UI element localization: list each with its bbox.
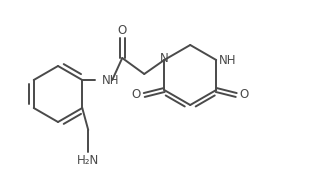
Text: NH: NH: [219, 54, 237, 66]
Text: O: O: [240, 89, 249, 102]
Text: O: O: [132, 89, 141, 102]
Text: NH: NH: [102, 74, 120, 87]
Text: H₂N: H₂N: [77, 153, 100, 166]
Text: N: N: [160, 52, 168, 65]
Text: O: O: [118, 25, 127, 37]
